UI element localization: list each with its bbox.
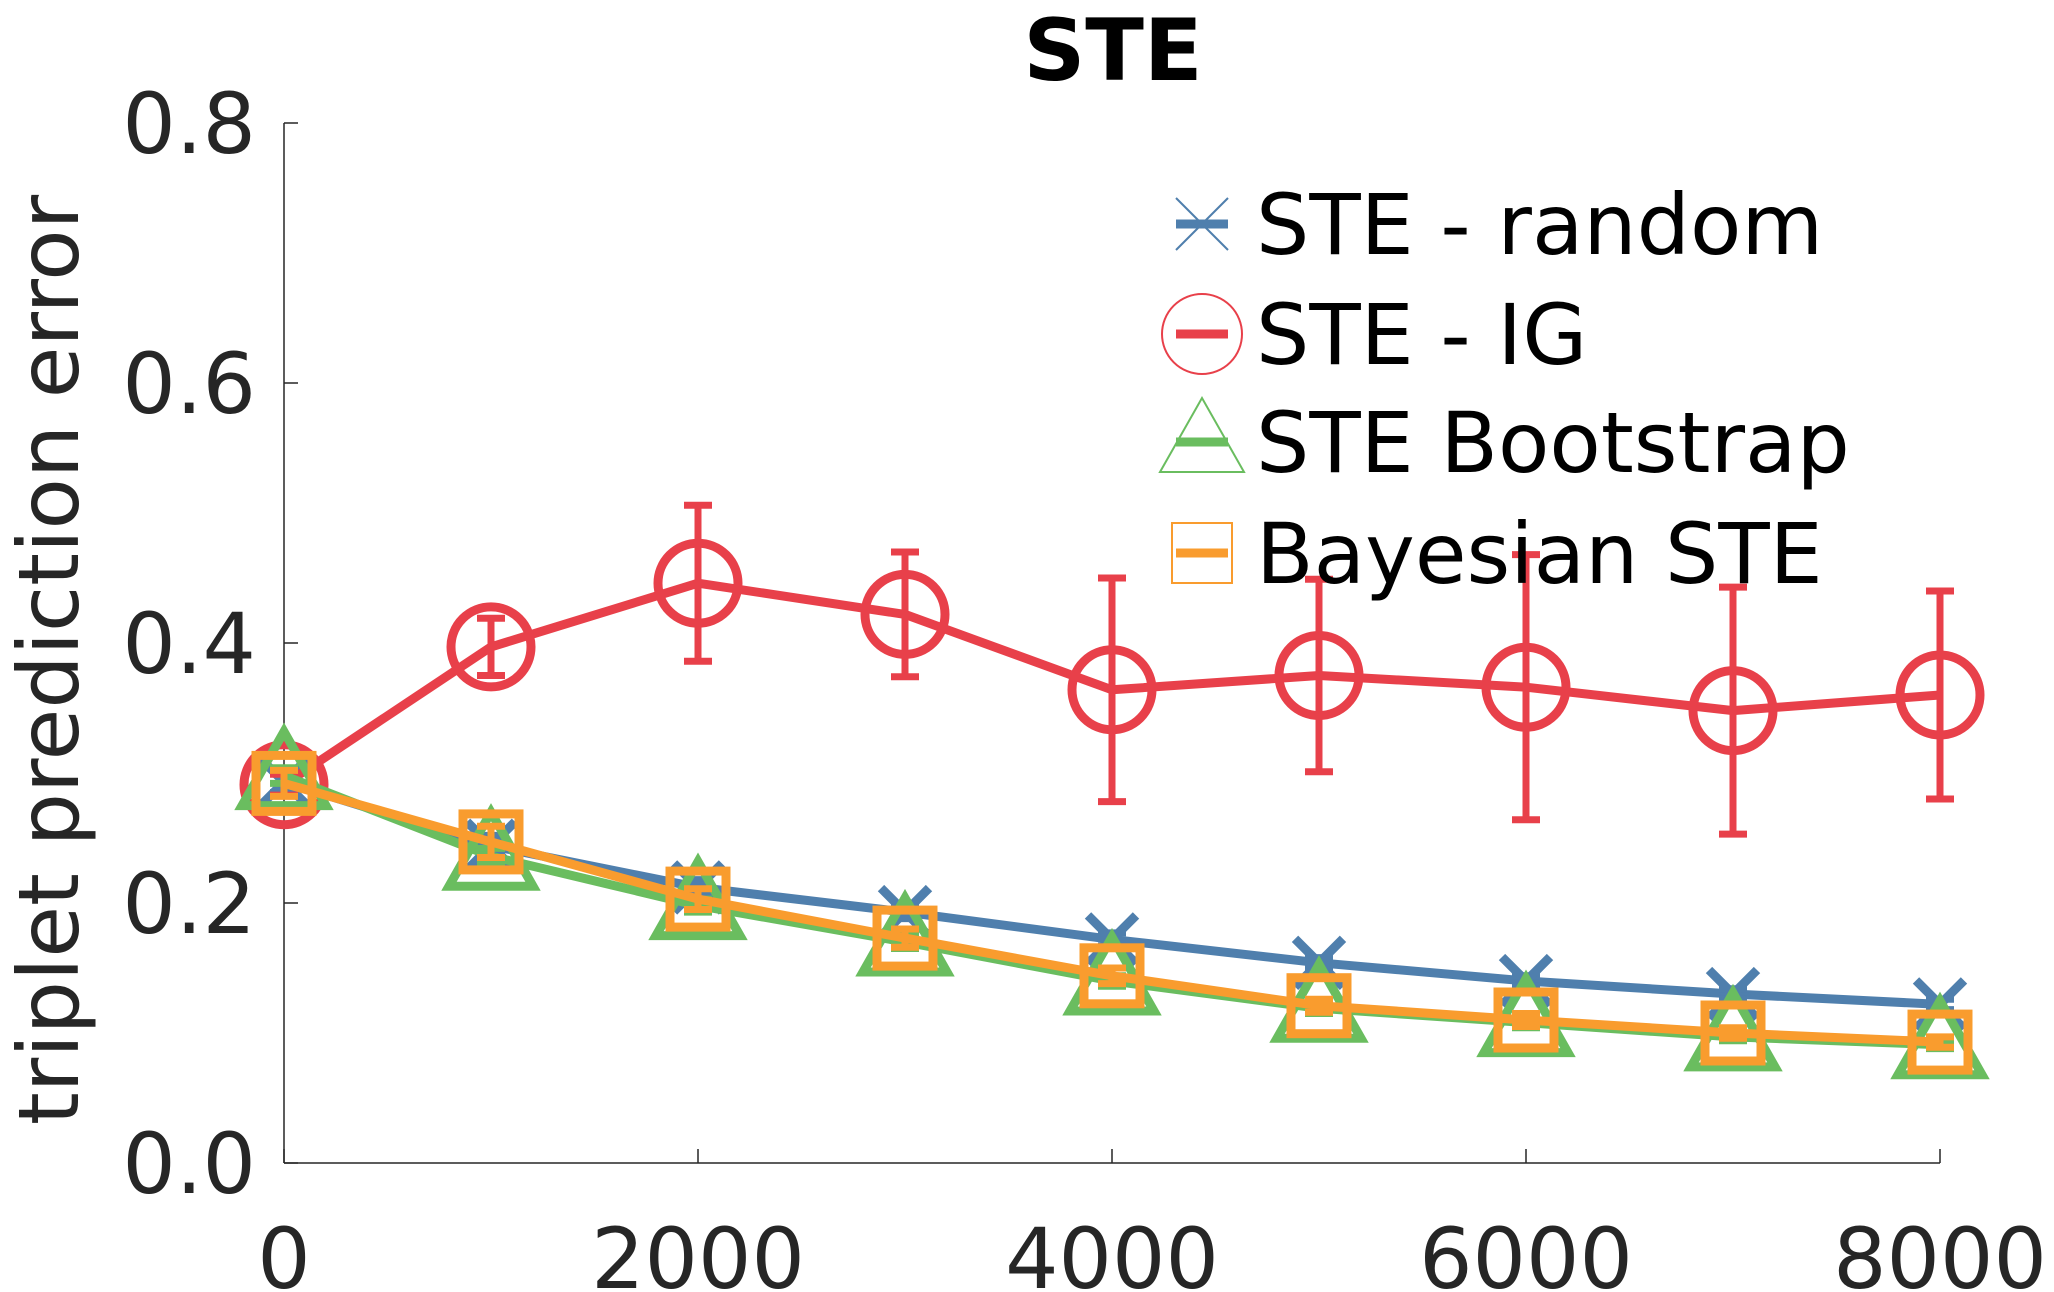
data-point (665, 866, 731, 932)
legend-marker (1175, 197, 1229, 251)
data-point (458, 809, 524, 875)
data-point (1481, 642, 1571, 732)
legend-label: Bayesian STE (1256, 505, 1823, 603)
y-tick-label: 0.4 (122, 595, 256, 693)
series-3 (251, 750, 1973, 1075)
data-point (234, 722, 334, 811)
legend-label: STE - random (1256, 176, 1823, 274)
x-tick-label: 8000 (1833, 1210, 2047, 1292)
y-tick-label: 0.8 (122, 75, 256, 173)
data-point (1079, 943, 1145, 1009)
data-point (1700, 1000, 1766, 1066)
error-bar (1926, 587, 1954, 803)
legend: STE - random STE - IG STE Bootstrap Bayesia… (1158, 176, 1850, 603)
data-point (872, 905, 938, 971)
legend-marker (1161, 293, 1243, 375)
legend-item: STE - random (1175, 176, 1823, 274)
chart-title: STE (1023, 1, 1202, 101)
error-bar (1512, 1010, 1540, 1030)
x-tick-label: 2000 (591, 1210, 805, 1292)
data-point (653, 538, 743, 628)
data-point (1067, 645, 1157, 735)
error-bar (891, 925, 919, 951)
data-point (1907, 1009, 1973, 1075)
error-bar (1098, 964, 1126, 988)
error-bar (1305, 995, 1333, 1016)
y-tick-label: 0.0 (122, 1115, 256, 1213)
error-bar (1305, 575, 1333, 776)
series-layer (234, 501, 1990, 1080)
error-bar (270, 766, 298, 800)
legend-marker (1158, 395, 1246, 473)
data-point (1493, 987, 1559, 1053)
error-bar (477, 822, 505, 861)
error-bar (1926, 1033, 1954, 1051)
series-1 (239, 501, 1985, 838)
data-point (1688, 666, 1778, 756)
y-axis-label: triplet prediction error (0, 194, 98, 1125)
y-tick-label: 0.6 (122, 335, 256, 433)
legend-item: STE - IG (1161, 286, 1587, 384)
legend-label: STE Bootstrap (1256, 394, 1850, 492)
data-point (1286, 973, 1352, 1039)
legend-marker (1171, 522, 1233, 584)
legend-label: STE - IG (1256, 286, 1587, 384)
y-tick-label: 0.2 (122, 855, 256, 953)
data-point (860, 569, 950, 659)
data-point (251, 750, 317, 816)
axes: 0 2000 4000 6000 8000 0.0 0.2 0.4 0.6 0.8 (122, 75, 2046, 1292)
error-bar (477, 614, 505, 679)
x-tick-label: 6000 (1419, 1210, 1633, 1292)
legend-item: Bayesian STE (1171, 505, 1823, 603)
legend-item: STE Bootstrap (1158, 394, 1850, 492)
data-point (239, 740, 329, 830)
x-tick-label: 0 (257, 1210, 310, 1292)
error-bar (1719, 1024, 1747, 1042)
data-point (446, 602, 536, 692)
error-bar (1098, 574, 1126, 806)
error-bar (684, 501, 712, 665)
error-bar (684, 885, 712, 913)
data-point (1895, 650, 1985, 740)
data-point (1274, 631, 1364, 720)
error-bar (1512, 551, 1540, 824)
error-bar (1719, 583, 1747, 838)
x-tick-label: 4000 (1005, 1210, 1219, 1292)
